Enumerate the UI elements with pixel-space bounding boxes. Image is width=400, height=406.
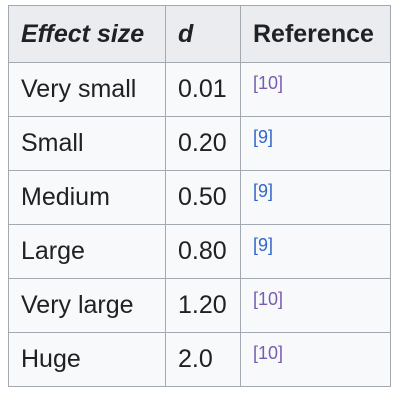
- header-d: d: [165, 5, 241, 63]
- d-value-cell: 0.20: [165, 116, 241, 171]
- reference-link[interactable]: [10]: [253, 288, 284, 309]
- effect-size-cell: Huge: [8, 332, 166, 387]
- header-row: Effect size d Reference: [8, 5, 391, 63]
- reference-link[interactable]: [9]: [253, 234, 274, 255]
- d-value-cell: 0.80: [165, 224, 241, 279]
- reference-cell: [9]: [240, 170, 391, 225]
- reference-cell: [10]: [240, 278, 391, 333]
- effect-size-cell: Very small: [8, 62, 166, 117]
- d-value-cell: 1.20: [165, 278, 241, 333]
- reference-link[interactable]: [9]: [253, 126, 274, 147]
- table-row: Medium 0.50 [9]: [8, 170, 391, 225]
- reference-cell: [10]: [240, 332, 391, 387]
- d-value-cell: 2.0: [165, 332, 241, 387]
- reference-link[interactable]: [10]: [253, 342, 284, 363]
- table-row: Large 0.80 [9]: [8, 224, 391, 279]
- header-effect-size: Effect size: [8, 5, 166, 63]
- table-row: Very small 0.01 [10]: [8, 62, 391, 117]
- reference-cell: [9]: [240, 224, 391, 279]
- effect-size-cell: Medium: [8, 170, 166, 225]
- table-row: Small 0.20 [9]: [8, 116, 391, 171]
- header-reference: Reference: [240, 5, 391, 63]
- reference-cell: [10]: [240, 62, 391, 117]
- effect-size-cell: Very large: [8, 278, 166, 333]
- reference-link[interactable]: [10]: [253, 72, 284, 93]
- d-value-cell: 0.50: [165, 170, 241, 225]
- effect-size-table: Effect size d Reference Very small 0.01 …: [8, 5, 391, 387]
- reference-cell: [9]: [240, 116, 391, 171]
- effect-size-cell: Large: [8, 224, 166, 279]
- table-row: Huge 2.0 [10]: [8, 332, 391, 387]
- table-row: Very large 1.20 [10]: [8, 278, 391, 333]
- d-value-cell: 0.01: [165, 62, 241, 117]
- reference-link[interactable]: [9]: [253, 180, 274, 201]
- effect-size-cell: Small: [8, 116, 166, 171]
